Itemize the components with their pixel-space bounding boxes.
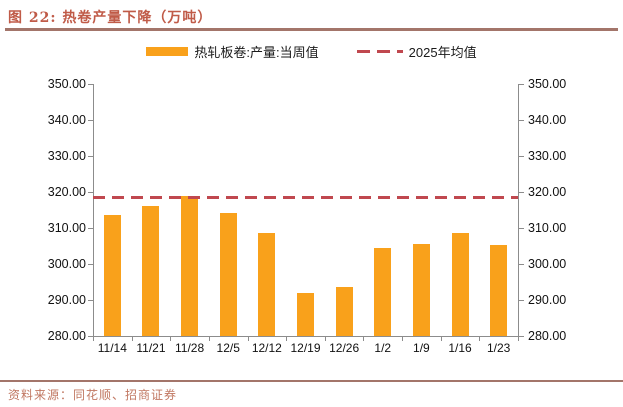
x-axis-label: 12/19 (290, 341, 321, 355)
y-tick-right (519, 336, 524, 337)
x-category-tick (441, 337, 442, 341)
x-category-tick (363, 337, 364, 341)
y-axis-right (518, 84, 519, 336)
legend-item-bars: 热轧板卷:产量:当周值 (146, 42, 319, 61)
y-axis-tick-label-right: 300.00 (528, 257, 567, 271)
y-tick-left (88, 264, 93, 265)
y-tick-right (519, 120, 524, 121)
y-tick-right (519, 228, 524, 229)
y-axis-tick-label-left: 320.00 (47, 185, 86, 199)
y-tick-right (519, 156, 524, 157)
y-tick-left (88, 84, 93, 85)
x-axis-label: 11/21 (136, 341, 166, 355)
y-axis-tick-label-left: 290.00 (47, 293, 86, 307)
footer-divider (0, 380, 623, 382)
y-tick-left (88, 156, 93, 157)
y-tick-left (88, 228, 93, 229)
bar-12/26 (335, 287, 353, 336)
legend-label-bars: 热轧板卷:产量:当周值 (194, 44, 319, 60)
y-axis-tick-label-right: 320.00 (528, 185, 567, 199)
bar-1/2 (374, 248, 392, 336)
x-axis-label: 11/14 (97, 341, 127, 355)
average-dashed-line (93, 196, 518, 199)
x-category-tick (479, 337, 480, 341)
x-category-tick (170, 337, 171, 341)
x-category-tick (248, 337, 249, 341)
figure-title: 图 22: 热卷产量下降（万吨） (8, 10, 213, 26)
y-axis-tick-label-left: 300.00 (47, 257, 86, 271)
x-axis-label: 1/2 (374, 341, 392, 355)
y-axis-tick-label-left: 330.00 (47, 149, 86, 163)
x-category-tick (132, 337, 133, 341)
bar-1/9 (412, 244, 430, 336)
legend-label-average: 2025年均值 (408, 44, 477, 60)
bar-12/12 (258, 232, 276, 336)
title-divider (5, 28, 618, 31)
y-tick-right (519, 84, 524, 85)
y-tick-left (88, 120, 93, 121)
bar-1/23 (490, 244, 508, 336)
x-category-tick (325, 337, 326, 341)
y-axis-tick-label-left: 280.00 (47, 329, 86, 343)
bar-1/16 (451, 233, 469, 336)
bar-12/5 (219, 212, 237, 336)
x-category-tick (93, 337, 94, 341)
y-axis-tick-label-left: 310.00 (47, 221, 86, 235)
y-axis-tick-label-left: 340.00 (47, 113, 86, 127)
y-axis-tick-label-right: 340.00 (528, 113, 567, 127)
y-axis-tick-label-right: 350.00 (528, 77, 567, 91)
x-axis-label: 11/28 (175, 341, 205, 355)
x-axis-label: 12/5 (216, 341, 240, 355)
x-axis-label: 1/23 (486, 341, 511, 355)
x-axis-label: 12/12 (251, 341, 282, 355)
x-category-tick (286, 337, 287, 341)
y-axis-tick-label-left: 350.00 (47, 77, 86, 91)
y-axis-tick-label-right: 280.00 (528, 329, 567, 343)
x-category-tick (209, 337, 210, 341)
y-tick-right (519, 264, 524, 265)
x-axis-label: 1/9 (413, 341, 430, 355)
y-tick-left (88, 192, 93, 193)
y-axis-left (93, 84, 94, 336)
bar-11/28 (181, 195, 199, 336)
y-tick-right (519, 300, 524, 301)
bar-11/21 (142, 205, 160, 336)
x-category-tick (402, 337, 403, 341)
data-source-note: 资料来源：同花顺、招商证券 (8, 388, 178, 402)
x-category-tick (518, 337, 519, 341)
y-tick-right (519, 192, 524, 193)
bar-11/14 (103, 215, 121, 336)
x-axis-label: 1/16 (448, 341, 472, 355)
bar-series-swatch-icon (146, 46, 189, 56)
x-axis-label: 12/26 (329, 341, 360, 355)
y-axis-tick-label-right: 290.00 (528, 293, 567, 307)
dashed-line-swatch-icon (356, 49, 403, 53)
x-axis (93, 336, 519, 337)
legend-item-average: 2025年均值 (356, 42, 477, 61)
y-axis-tick-label-right: 310.00 (528, 221, 567, 235)
y-axis-tick-label-right: 330.00 (528, 149, 567, 163)
y-tick-left (88, 336, 93, 337)
bar-12/19 (297, 292, 314, 336)
y-tick-left (88, 300, 93, 301)
chart-legend: 热轧板卷:产量:当周值 2025年均值 (0, 42, 623, 60)
